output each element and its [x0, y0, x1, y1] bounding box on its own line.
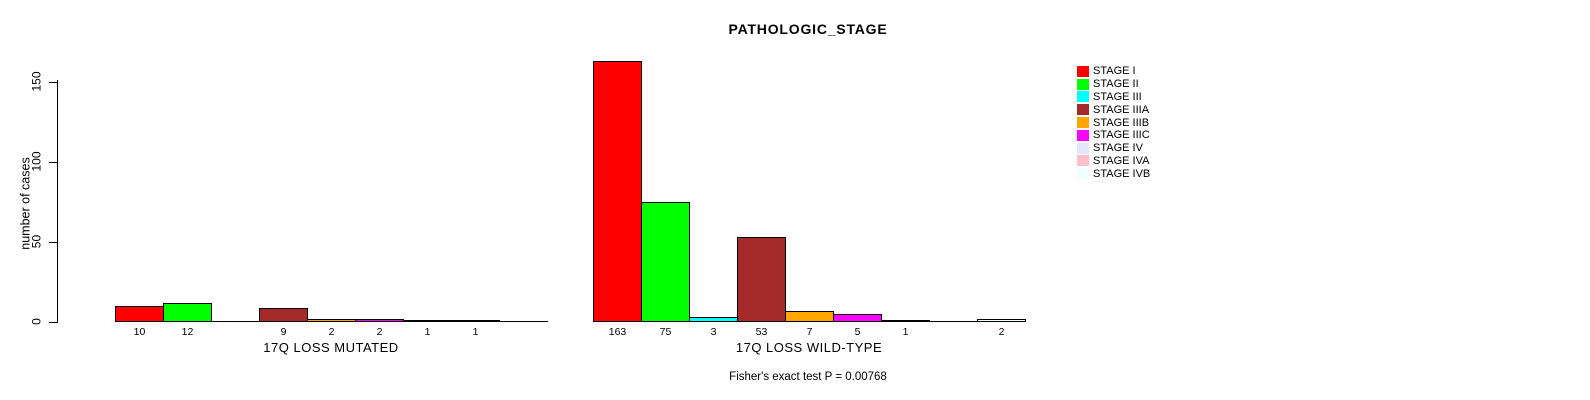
legend-label: STAGE III — [1093, 90, 1142, 103]
legend-item: STAGE II — [1077, 78, 1150, 91]
bar — [977, 319, 1026, 322]
group-label: 17Q LOSS MUTATED — [263, 340, 399, 355]
legend-swatch-icon — [1077, 142, 1089, 154]
zero-bar-line — [211, 321, 260, 322]
legend-label: STAGE IV — [1093, 142, 1143, 155]
legend-item: STAGE IIIC — [1077, 129, 1150, 142]
legend-item: STAGE IIIB — [1077, 116, 1150, 129]
legend-item: STAGE IV — [1077, 142, 1150, 155]
y-axis-tick-label: 150 — [29, 71, 44, 92]
bar — [355, 319, 404, 322]
legend-swatch-icon — [1077, 104, 1089, 116]
y-axis-tick — [49, 82, 57, 83]
bar-value-label: 1 — [902, 326, 909, 338]
y-axis-tick-label: 0 — [29, 318, 44, 325]
group-label: 17Q LOSS WILD-TYPE — [735, 340, 883, 355]
y-axis-tick — [49, 242, 57, 243]
legend-swatch-icon — [1077, 65, 1089, 77]
bar — [451, 320, 500, 322]
bar — [259, 308, 308, 322]
legend-item: STAGE IVB — [1077, 167, 1150, 180]
legend: STAGE I STAGE II STAGE III STAGE IIIA STAGE … — [1077, 65, 1150, 180]
bar-value-label: 2 — [998, 326, 1005, 338]
bar — [403, 320, 452, 322]
y-axis-tick — [49, 162, 57, 163]
bar-value-label: 5 — [854, 326, 861, 338]
legend-item: STAGE IVA — [1077, 155, 1150, 168]
bar-value-label: 9 — [280, 326, 287, 338]
legend-label: STAGE IIIB — [1093, 116, 1150, 129]
bar-value-label: 3 — [710, 326, 717, 338]
bar — [163, 303, 212, 322]
zero-bar-line — [499, 321, 548, 322]
bar — [307, 319, 356, 322]
bar-value-label: 1 — [424, 326, 431, 338]
stat-annotation: Fisher's exact test P = 0.00768 — [729, 371, 887, 383]
legend-swatch-icon — [1077, 117, 1089, 129]
y-axis-tick-label: 100 — [29, 151, 44, 172]
legend-label: STAGE IVA — [1093, 154, 1150, 167]
bar-value-label: 75 — [659, 326, 672, 338]
legend-item: STAGE III — [1077, 91, 1150, 104]
bar-value-label: 163 — [608, 326, 627, 338]
legend-label: STAGE II — [1093, 78, 1139, 91]
y-axis-line — [57, 80, 58, 323]
chart-title: PATHOLOGIC_STAGE — [728, 21, 888, 37]
bar — [689, 317, 738, 322]
legend-label: STAGE IIIA — [1093, 103, 1150, 116]
legend-swatch-icon — [1077, 129, 1089, 141]
bar-value-label: 10 — [133, 326, 146, 338]
bar — [593, 61, 642, 322]
bar — [641, 202, 690, 322]
y-axis-tick — [49, 322, 57, 323]
zero-bar-line — [929, 321, 978, 322]
legend-item: STAGE I — [1077, 65, 1150, 78]
bar — [115, 306, 164, 322]
legend-swatch-icon — [1077, 168, 1089, 180]
legend-label: STAGE IVB — [1093, 167, 1151, 180]
bar — [737, 237, 786, 322]
bar — [785, 311, 834, 322]
bar-value-label: 7 — [806, 326, 813, 338]
bar — [833, 314, 882, 322]
bar-value-label: 1 — [472, 326, 479, 338]
legend-swatch-icon — [1077, 155, 1089, 167]
bar-value-label: 2 — [376, 326, 383, 338]
legend-item: STAGE IIIA — [1077, 103, 1150, 116]
bar — [881, 320, 930, 322]
y-axis-tick-label: 50 — [29, 234, 44, 249]
legend-label: STAGE I — [1093, 65, 1136, 78]
bar-value-label: 53 — [755, 326, 768, 338]
legend-label: STAGE IIIC — [1093, 129, 1150, 142]
bar-value-label: 12 — [181, 326, 194, 338]
legend-swatch-icon — [1077, 91, 1089, 103]
legend-swatch-icon — [1077, 78, 1089, 90]
bar-value-label: 2 — [328, 326, 335, 338]
